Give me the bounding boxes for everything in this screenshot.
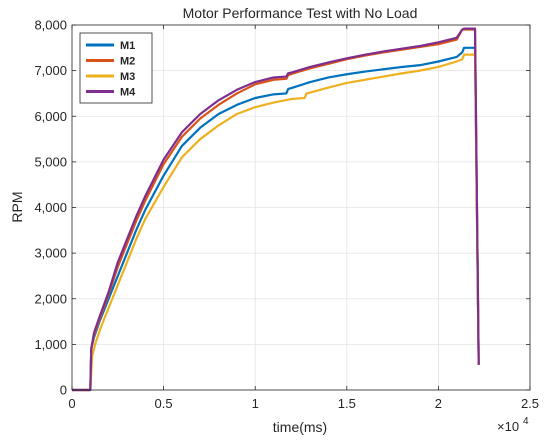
y-axis-label: RPM: [9, 191, 25, 222]
y-tick-label: 0: [60, 383, 67, 398]
legend-label-m3: M3: [120, 71, 135, 83]
series-line-m1: [72, 46, 480, 392]
y-tick-label: 8,000: [34, 18, 67, 33]
y-tick-label: 2,000: [34, 291, 67, 306]
y-tick-label: 3,000: [34, 246, 67, 261]
legend-label-m4: M4: [120, 87, 136, 99]
x-tick-label: 1: [252, 396, 259, 411]
y-tick-label: 6,000: [34, 109, 67, 124]
legend: M1 M2 M3 M4: [79, 32, 153, 104]
y-tick-label: 7,000: [34, 63, 67, 78]
x-tick-label: 1.5: [338, 396, 356, 411]
y-tick-label: 5,000: [34, 154, 67, 169]
x-exponent-base: ×10: [497, 419, 519, 434]
series-line-m3: [72, 53, 480, 392]
legend-label-m1: M1: [120, 40, 135, 52]
x-exponent: ×10 4: [497, 416, 529, 434]
chart-title: Motor Performance Test with No Load: [183, 5, 418, 21]
axis-ticks: 0 0.5 1 1.5 2 2.5 0 1,000 2,000 3,000 4,000 5,000 6,…: [34, 18, 539, 412]
x-tick-label: 2: [435, 396, 442, 411]
x-tick-label: 0.5: [155, 396, 173, 411]
y-tick-label: 1,000: [34, 337, 67, 352]
series-lines: [72, 27, 480, 392]
y-tick-label: 4,000: [34, 200, 67, 215]
x-axis-label: time(ms): [273, 419, 327, 435]
legend-label-m2: M2: [120, 56, 135, 68]
x-exponent-power: 4: [523, 416, 529, 427]
x-tick-label: 0: [68, 396, 75, 411]
x-tick-label: 2.5: [521, 396, 539, 411]
series-line-m4: [72, 27, 480, 392]
